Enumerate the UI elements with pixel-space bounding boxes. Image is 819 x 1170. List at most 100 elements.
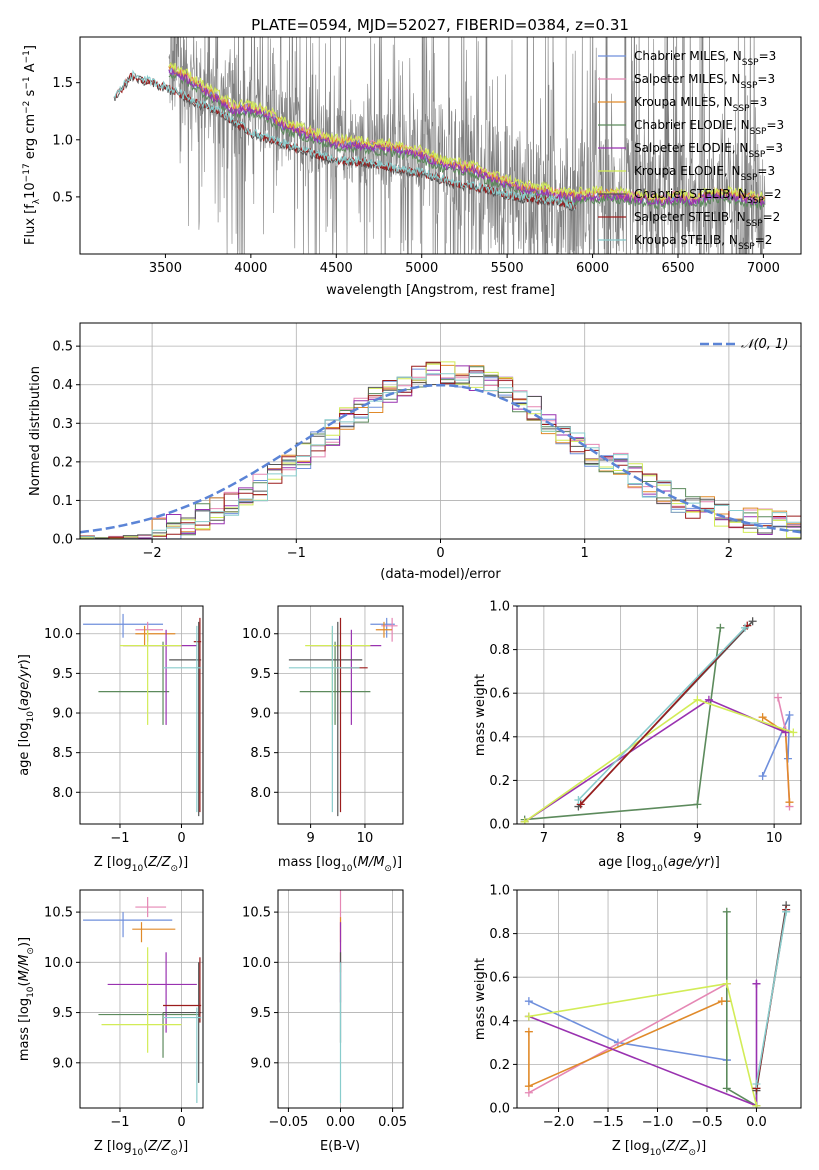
weight-marker — [693, 695, 702, 704]
weight-marker — [524, 1012, 533, 1021]
y-tick-label: 0.0 — [489, 1102, 510, 1117]
figure-title: PLATE=0594, MJD=52027, FIBERID=0384, z=0… — [251, 16, 629, 34]
x-tick-label: −1 — [110, 1115, 129, 1130]
y-tick-label: 9.0 — [52, 707, 73, 722]
weight-line — [528, 982, 728, 1094]
weight-marker — [574, 796, 583, 805]
y-tick-label: 8.0 — [250, 786, 271, 801]
model-line — [113, 69, 576, 211]
x-tick-label: 7000 — [747, 261, 780, 276]
y-tick-label: 10.0 — [44, 956, 73, 971]
x-tick-label: −0.5 — [691, 1115, 723, 1130]
legend-entry: Salpeter MILES, NSSP=3 — [634, 72, 775, 91]
x-tick-label: 10 — [766, 831, 783, 846]
x-tick-label: 4000 — [234, 261, 267, 276]
legend-entry: Chabrier ELODIE, NSSP=3 — [634, 118, 784, 137]
age-vs-mass-plot-area — [288, 617, 398, 817]
x-axis-label: Z [log10(Z/Z⊙)] — [94, 1139, 188, 1158]
y-tick-label: 8.0 — [52, 786, 73, 801]
y-tick-label: 0.5 — [52, 190, 73, 205]
weight-vs-age-plot-area — [520, 617, 798, 824]
weight-marker — [524, 997, 533, 1006]
y-tick-label: 9.0 — [250, 707, 271, 722]
x-tick-label: 9 — [306, 831, 314, 846]
y-axis-label: age [log10(age/yr)] — [17, 654, 36, 776]
weight-line — [580, 625, 748, 805]
weight-marker — [740, 623, 749, 632]
x-tick-label: −1.5 — [592, 1115, 624, 1130]
age-vs-Z-plot-area — [83, 613, 202, 817]
y-tick-label: 0.2 — [489, 1058, 510, 1073]
x-axis-label: E(B-V) — [320, 1139, 360, 1154]
legend-entry: Chabrier STELIB, NSSP=2 — [634, 187, 782, 206]
x-tick-label: 6000 — [576, 261, 609, 276]
weight-marker — [752, 979, 761, 988]
x-tick-label: 0.05 — [378, 1115, 407, 1130]
weight-marker — [748, 617, 757, 626]
y-tick-label: 9.5 — [52, 1006, 73, 1021]
x-tick-label: 10 — [357, 831, 374, 846]
residual-histogram — [80, 372, 801, 539]
y-tick-label: 0.0 — [52, 533, 73, 548]
y-tick-label: 0.0 — [489, 818, 510, 833]
axes-frame — [79, 889, 204, 1109]
weight-marker — [782, 907, 791, 916]
x-tick-label: 3500 — [149, 261, 182, 276]
spectrum-panel: 3500 4000 4500 5000 5500 6000 6500 7000 0.5 1.0 1.… — [22, 36, 802, 298]
weight-marker — [524, 1082, 533, 1091]
y-tick-label: 1.5 — [52, 76, 73, 91]
residuals-panel: −2 −1 0 1 2 0.0 0.1 0.2 0.3 0.4 0.5 𝒩(0, 1) (data-mo… — [28, 322, 802, 582]
y-tick-label: 0.8 — [489, 927, 510, 942]
weight-marker — [704, 695, 713, 704]
weight-vs-Z-panel: −2.0 −1.5 −1.0 −0.5 0.0 0.0 0.2 0.4 0.6 0.8 1.0 Z [… — [473, 884, 802, 1158]
x-tick-label: 0 — [177, 1115, 185, 1130]
y-tick-label: 1.0 — [489, 600, 510, 615]
x-tick-label: 5500 — [491, 261, 524, 276]
weight-marker — [785, 798, 794, 807]
x-axis-label: age [log10(age/yr)] — [598, 855, 720, 874]
legend-entry: Salpeter ELODIE, NSSP=3 — [634, 141, 783, 160]
x-tick-label: 0 — [177, 831, 185, 846]
spectrum-plot-area — [113, 37, 766, 254]
weight-line — [524, 698, 786, 823]
y-tick-label: 8.5 — [52, 746, 73, 761]
y-tick-label: 0.4 — [489, 1014, 510, 1029]
normal-curve — [80, 383, 801, 534]
x-tick-label: 0.0 — [746, 1115, 767, 1130]
axes-frame — [79, 605, 204, 825]
y-tick-label: 9.5 — [250, 667, 271, 682]
weight-marker — [716, 623, 725, 632]
age-vs-Z-panel: −1 0 8.0 8.5 9.0 9.5 10.0 Z [log10(Z/Z⊙)] age [l… — [17, 605, 204, 874]
weight-marker — [752, 1080, 761, 1089]
x-tick-label: −0.05 — [268, 1115, 308, 1130]
x-tick-label: 4500 — [320, 261, 353, 276]
mass-vs-Z-plot-area — [83, 897, 202, 1103]
legend-entry: Kroupa MILES, NSSP=3 — [634, 95, 767, 114]
y-tick-label: 0.6 — [489, 687, 510, 702]
x-tick-label: −1 — [110, 831, 129, 846]
data-spectrum — [168, 37, 766, 254]
y-tick-label: 0.2 — [52, 455, 73, 470]
weight-marker — [789, 728, 798, 737]
weight-line — [726, 911, 758, 1108]
weight-marker — [758, 772, 767, 781]
residual-histogram — [80, 361, 801, 539]
y-tick-label: 10.0 — [44, 627, 73, 642]
y-tick-label: 9.5 — [52, 667, 73, 682]
x-tick-label: 6500 — [661, 261, 694, 276]
y-tick-label: 1.0 — [489, 884, 510, 899]
legend-entry: Kroupa ELODIE, NSSP=3 — [634, 164, 775, 183]
y-tick-label: 0.2 — [489, 774, 510, 789]
x-tick-label: 0.00 — [326, 1115, 355, 1130]
y-tick-label: 10.5 — [242, 906, 271, 921]
y-tick-label: 0.4 — [489, 730, 510, 745]
y-tick-label: 10.5 — [44, 906, 73, 921]
age-vs-mass-panel: 9 10 8.0 8.5 9.0 9.5 10.0 mass [log10(M/M⊙)] — [242, 605, 404, 874]
axes-frame — [79, 36, 802, 255]
y-tick-label: 0.3 — [52, 417, 73, 432]
x-tick-label: 5000 — [405, 261, 438, 276]
weight-vs-age-panel: 7 8 9 10 0.0 0.2 0.4 0.6 0.8 1.0 age [log10(age/yr… — [473, 600, 802, 874]
x-tick-label: −2 — [143, 546, 162, 561]
weight-marker — [693, 800, 702, 809]
